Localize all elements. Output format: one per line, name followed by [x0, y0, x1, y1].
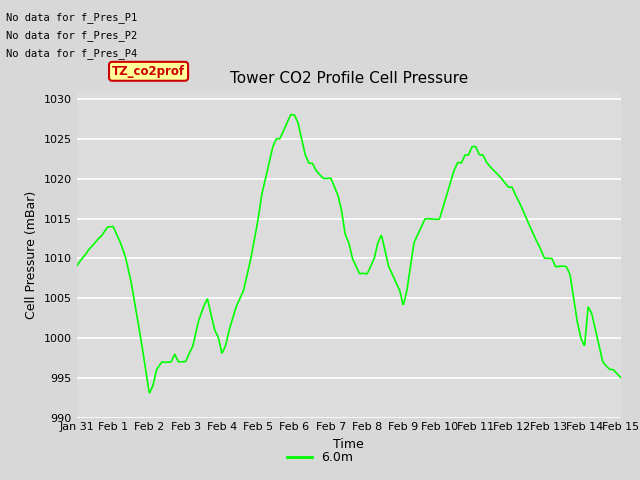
- Title: Tower CO2 Profile Cell Pressure: Tower CO2 Profile Cell Pressure: [230, 71, 468, 86]
- Legend: 6.0m: 6.0m: [282, 446, 358, 469]
- Text: No data for f_Pres_P2: No data for f_Pres_P2: [6, 30, 138, 41]
- Y-axis label: Cell Pressure (mBar): Cell Pressure (mBar): [25, 190, 38, 319]
- Text: TZ_co2prof: TZ_co2prof: [112, 65, 185, 78]
- Text: No data for f_Pres_P1: No data for f_Pres_P1: [6, 12, 138, 23]
- X-axis label: Time: Time: [333, 438, 364, 451]
- Text: No data for f_Pres_P4: No data for f_Pres_P4: [6, 48, 138, 60]
